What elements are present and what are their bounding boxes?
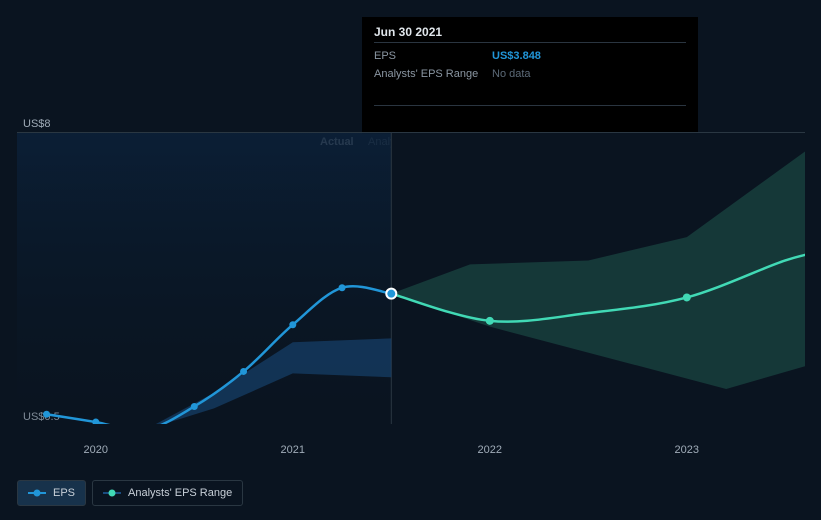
tooltip-separator: [374, 105, 686, 106]
legend-item-eps[interactable]: EPS: [17, 480, 86, 506]
x-tick: 2020: [84, 444, 108, 456]
tooltip-rows: EPS US$3.848 Analysts' EPS Range No data: [374, 43, 686, 83]
tooltip-row-range: Analysts' EPS Range No data: [374, 65, 686, 83]
chart-area[interactable]: US$8 US$0.5 Actual Analysts Forecasts 20…: [17, 118, 805, 466]
legend-range-label: Analysts' EPS Range: [128, 487, 232, 499]
eps-chart-container: Jun 30 2021 EPS US$3.848 Analysts' EPS R…: [0, 0, 821, 520]
tooltip-range-value: No data: [492, 65, 531, 83]
x-tick: 2021: [281, 444, 305, 456]
legend-swatch-eps: [28, 489, 46, 497]
legend-item-range[interactable]: Analysts' EPS Range: [92, 480, 243, 506]
tooltip-eps-label: EPS: [374, 47, 492, 65]
legend-swatch-range: [103, 489, 121, 497]
x-tick: 2023: [675, 444, 699, 456]
chart-plot[interactable]: [17, 132, 805, 424]
tooltip-row-eps: EPS US$3.848: [374, 47, 686, 65]
x-tick: 2022: [478, 444, 502, 456]
tooltip-date: Jun 30 2021: [374, 25, 686, 43]
tooltip-range-label: Analysts' EPS Range: [374, 65, 492, 83]
tooltip-eps-value: US$3.848: [492, 47, 541, 65]
x-axis: 2020 2021 2022 2023: [17, 444, 805, 458]
chart-tooltip: Jun 30 2021 EPS US$3.848 Analysts' EPS R…: [362, 17, 698, 134]
y-tick-top: US$8: [23, 118, 51, 130]
legend-eps-label: EPS: [53, 487, 75, 499]
chart-legend: EPS Analysts' EPS Range: [17, 480, 243, 506]
